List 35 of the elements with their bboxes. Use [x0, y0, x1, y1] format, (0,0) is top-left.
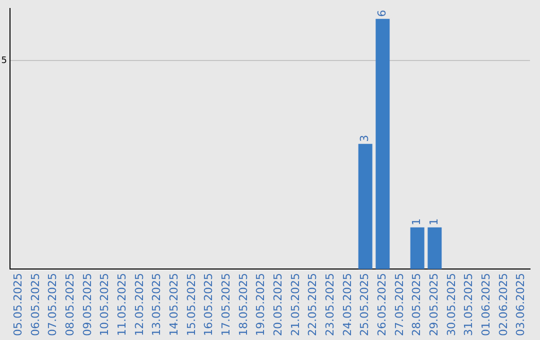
x-tick-label: 26.05.2025	[376, 273, 389, 336]
x-tick-label: 10.05.2025	[98, 273, 112, 336]
x-tick-label: 22.05.2025	[306, 273, 320, 336]
x-tick-label: 03.06.2025	[514, 273, 528, 336]
x-tick-label: 06.05.2025	[28, 273, 42, 336]
x-tick-label: 30.05.2025	[444, 273, 458, 336]
data-label: 3	[358, 134, 372, 142]
x-tick-label: 17.05.2025	[220, 273, 233, 336]
x-tick-label: 13.05.2025	[150, 273, 164, 336]
x-tick-label: 24.05.2025	[340, 273, 354, 336]
y-tick-label: 5	[1, 56, 7, 66]
x-tick-label: 11.05.2025	[116, 273, 129, 336]
x-tick-label: 19.05.2025	[254, 273, 268, 336]
x-tick-label: 02.06.2025	[496, 273, 510, 336]
data-label: 6	[376, 10, 389, 17]
x-tick-label: 28.05.2025	[410, 273, 424, 336]
data-label: 1	[410, 218, 424, 226]
x-tick-label: 23.05.2025	[324, 273, 337, 336]
x-tick-label: 18.05.2025	[236, 273, 250, 336]
data-label: 1	[428, 218, 441, 226]
x-tick-label: 01.06.2025	[480, 273, 493, 336]
x-tick-label: 08.05.2025	[64, 273, 77, 336]
x-tick-label: 20.05.2025	[272, 273, 285, 336]
x-tick-label: 25.05.2025	[358, 273, 372, 336]
x-tick-label: 07.05.2025	[46, 273, 60, 336]
x-tick-label: 09.05.2025	[80, 273, 94, 336]
x-tick-label: 27.05.2025	[392, 273, 406, 336]
x-tick-label: 14.05.2025	[168, 273, 181, 336]
x-tick-label: 21.05.2025	[288, 273, 302, 336]
x-tick-label: 16.05.2025	[202, 273, 216, 336]
x-tick-label: 05.05.2025	[12, 273, 25, 336]
x-tick-label: 12.05.2025	[132, 273, 146, 336]
x-tick-label: 31.05.2025	[462, 273, 476, 336]
x-tick-label: 15.05.2025	[184, 273, 198, 336]
x-tick-label: 29.05.2025	[428, 273, 441, 336]
